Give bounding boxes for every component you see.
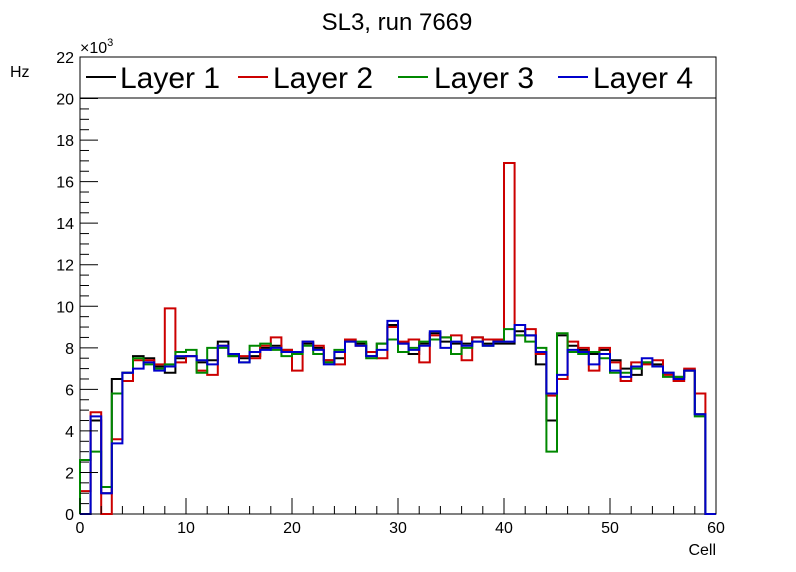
y-tick-label: 2: [65, 465, 74, 482]
y-axis-label: Hz: [10, 64, 30, 81]
x-axis-label: Cell: [688, 542, 716, 559]
x-tick-label: 30: [389, 520, 407, 537]
y-exponent-label: ×103: [80, 37, 113, 57]
y-tick-label: 14: [56, 216, 74, 233]
x-tick-label: 50: [601, 520, 619, 537]
x-tick-label: 60: [707, 520, 725, 537]
x-tick-label: 40: [495, 520, 513, 537]
y-tick-label: 18: [56, 133, 74, 150]
y-tick-label: 4: [65, 424, 74, 441]
legend-label-layer-2: Layer 2: [273, 62, 373, 95]
y-tick-label: 0: [65, 507, 74, 524]
x-tick-label: 20: [283, 520, 301, 537]
y-exponent-base: ×10: [80, 40, 107, 57]
y-tick-label: 6: [65, 382, 74, 399]
y-tick-label: 20: [56, 92, 74, 109]
y-tick-label: 22: [56, 50, 74, 67]
y-exponent-power: 3: [107, 37, 113, 49]
legend: Layer 1 Layer 2 Layer 3 Layer 4: [79, 56, 717, 99]
chart-title: SL3, run 7669: [322, 9, 473, 36]
x-tick-label: 0: [76, 520, 85, 537]
legend-label-layer-4: Layer 4: [593, 62, 693, 95]
y-tick-label: 8: [65, 341, 74, 358]
y-tick-label: 12: [56, 258, 74, 275]
y-tick-label: 16: [56, 175, 74, 192]
x-tick-label: 10: [177, 520, 195, 537]
legend-label-layer-3: Layer 3: [434, 62, 534, 95]
plot-frame: [79, 56, 717, 515]
y-tick-label: 10: [56, 299, 74, 316]
legend-label-layer-1: Layer 1: [120, 62, 220, 95]
series-line-layer-4: [80, 319, 716, 515]
